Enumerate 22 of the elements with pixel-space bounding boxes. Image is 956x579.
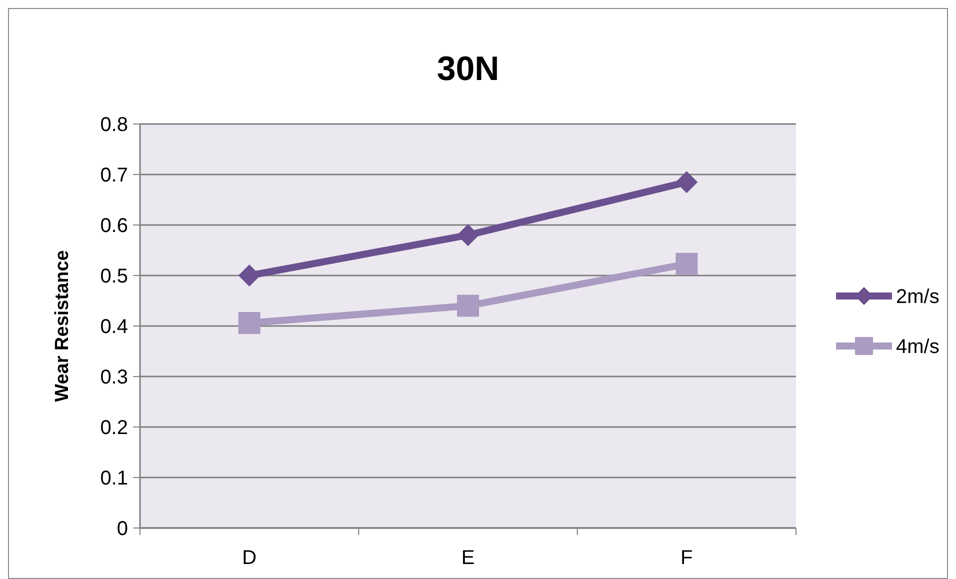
y-tick-label: 0.4 xyxy=(100,316,128,338)
x-tick-label: F xyxy=(680,547,693,569)
legend-label: 2m/s xyxy=(896,286,940,308)
y-tick-label: 0.1 xyxy=(100,468,128,490)
x-tick-label: D xyxy=(242,547,257,569)
y-tick-label: 0.3 xyxy=(100,366,128,388)
legend-label: 4m/s xyxy=(896,336,940,358)
point xyxy=(676,171,698,194)
point xyxy=(457,294,479,317)
x-tick-label: E xyxy=(461,547,475,569)
y-tick-label: 0.6 xyxy=(100,215,128,237)
point xyxy=(676,252,698,275)
y-tick-label: 0.5 xyxy=(100,266,128,288)
y-axis-title: Wear Resistance xyxy=(52,250,73,402)
y-tick-label: 0.2 xyxy=(100,417,128,439)
point xyxy=(238,264,260,286)
point xyxy=(457,224,479,246)
chart-title: 30N xyxy=(436,50,500,88)
y-tick-label: 0.8 xyxy=(100,114,128,136)
point xyxy=(238,312,260,334)
y-tick-label: 0.7 xyxy=(100,164,128,186)
y-tick-label: 0 xyxy=(116,518,128,540)
